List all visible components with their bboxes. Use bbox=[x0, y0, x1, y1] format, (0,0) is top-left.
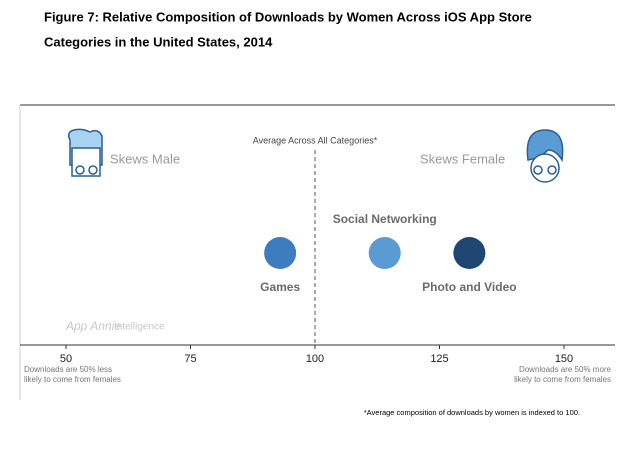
left-note: Downloads are 50% less bbox=[24, 365, 112, 374]
x-tick-label: 75 bbox=[184, 353, 196, 365]
right-note: Downloads are 50% more bbox=[519, 365, 612, 374]
left-note: likely to come from females bbox=[24, 375, 121, 384]
x-tick-label: 50 bbox=[60, 353, 72, 365]
reference-label: Average Across All Categories* bbox=[253, 135, 378, 145]
chart-title: Categories in the United States, 2014 bbox=[44, 34, 273, 49]
dot bbox=[264, 237, 297, 269]
right-note: likely to come from females bbox=[514, 375, 611, 384]
x-tick-label: 125 bbox=[430, 353, 448, 365]
dot-label: Photo and Video bbox=[422, 280, 516, 294]
dot-label: Social Networking bbox=[333, 212, 437, 226]
watermark: App Annie bbox=[65, 319, 121, 333]
chart-title: Figure 7: Relative Composition of Downlo… bbox=[44, 9, 532, 24]
female-icon bbox=[526, 129, 564, 183]
left-label: Skews Male bbox=[110, 151, 180, 166]
dot bbox=[453, 237, 486, 269]
footnote: *Average composition of downloads by wom… bbox=[364, 408, 580, 417]
right-label: Skews Female bbox=[420, 151, 505, 166]
watermark: Intelligence bbox=[114, 322, 165, 333]
x-tick-label: 150 bbox=[555, 353, 573, 365]
dot-label: Games bbox=[260, 280, 300, 294]
male-icon bbox=[67, 128, 103, 177]
x-tick-label: 100 bbox=[306, 353, 324, 365]
dot bbox=[368, 237, 401, 269]
